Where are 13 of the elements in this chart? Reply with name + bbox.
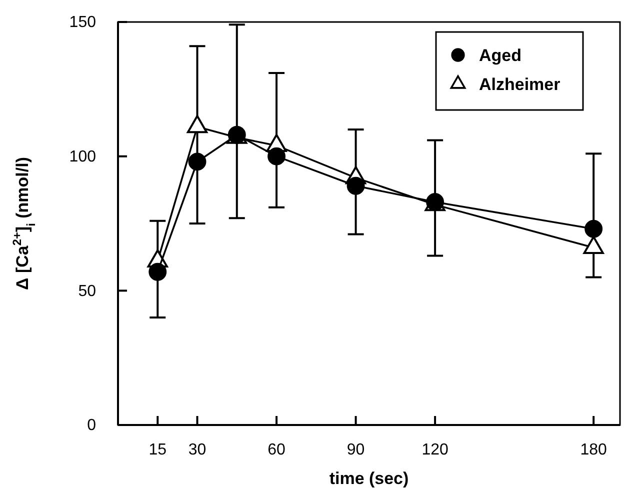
legend-label: Aged bbox=[479, 46, 522, 65]
x-tick-label: 30 bbox=[188, 441, 206, 458]
x-tick-label: 15 bbox=[148, 441, 167, 458]
x-tick-label: 120 bbox=[422, 441, 448, 458]
y-tick-label: 0 bbox=[87, 417, 96, 434]
x-axis-title: time (sec) bbox=[329, 469, 409, 488]
y-tick-label: 100 bbox=[69, 148, 96, 166]
y-tick-label: 150 bbox=[69, 14, 96, 32]
x-tick-label: 90 bbox=[346, 441, 365, 458]
x-tick-label: 60 bbox=[268, 441, 286, 458]
y-tick-label: 50 bbox=[78, 282, 96, 300]
x-tick-label: 180 bbox=[580, 441, 608, 458]
legend-label: Alzheimer bbox=[479, 75, 561, 94]
